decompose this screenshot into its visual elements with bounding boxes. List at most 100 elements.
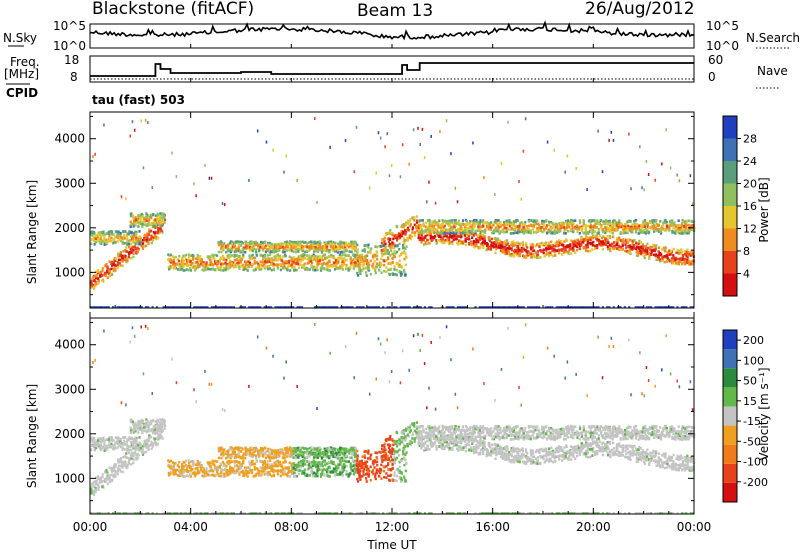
power-cell — [530, 225, 532, 228]
power-cell — [279, 255, 281, 258]
power-cell — [426, 228, 428, 231]
power-cell — [341, 263, 343, 266]
power-cell — [548, 241, 550, 244]
power-cell — [257, 129, 259, 132]
power-cell — [359, 267, 361, 270]
power-cell — [340, 245, 342, 248]
power-cell — [659, 253, 661, 256]
power-cell — [195, 261, 197, 264]
power-cell — [607, 248, 609, 251]
power-cell — [381, 249, 383, 252]
power-cell — [587, 243, 589, 246]
power-cell — [216, 254, 218, 257]
velocity-cell — [102, 473, 104, 476]
power-cell — [95, 237, 97, 240]
power-cell — [93, 232, 95, 235]
power-cell — [95, 275, 97, 278]
power-cell — [309, 268, 311, 271]
power-cell — [293, 241, 295, 244]
power-cell — [395, 237, 397, 240]
power-cell — [209, 177, 211, 180]
velocity-cell — [119, 445, 121, 448]
power-cell — [269, 247, 271, 250]
power-cell — [176, 175, 178, 178]
velocity-cell — [105, 447, 107, 450]
power-cell — [611, 131, 613, 134]
velocity-cell — [95, 481, 97, 484]
power-cell — [322, 259, 324, 262]
power-cell — [549, 251, 551, 254]
power-cell — [356, 244, 358, 247]
power-cell — [412, 226, 414, 229]
power-cell — [374, 260, 376, 263]
power-cell — [530, 219, 532, 222]
power-cell — [598, 231, 600, 234]
power-cell — [408, 163, 410, 166]
power-cell — [452, 235, 454, 238]
power-cell — [635, 230, 637, 233]
power-cell — [123, 234, 125, 237]
power-cell — [222, 255, 224, 258]
power-cell — [184, 269, 186, 272]
velocity-cell — [132, 442, 134, 445]
velocity-cell — [105, 480, 107, 483]
power-cell — [97, 280, 99, 283]
power-cell — [192, 258, 194, 261]
power-cell — [126, 243, 128, 246]
y-tick-label: 3000 — [54, 176, 85, 190]
velocity-cell — [90, 489, 92, 492]
velocity-cell — [178, 466, 180, 469]
power-cell — [527, 250, 529, 253]
power-cell — [404, 233, 406, 236]
power-cell — [312, 244, 314, 247]
power-cell — [618, 223, 620, 226]
power-cell — [314, 269, 316, 272]
power-cell — [394, 256, 396, 259]
power-cell — [130, 212, 132, 215]
power-cell — [679, 257, 681, 260]
power-cell — [108, 260, 110, 263]
power-cell — [251, 263, 253, 266]
power-cell — [342, 268, 344, 271]
power-cell — [90, 283, 92, 286]
power-cell — [178, 260, 180, 263]
power-cell — [148, 242, 150, 245]
velocity-cell — [141, 419, 143, 422]
power-cell — [605, 220, 607, 223]
power-cell — [218, 251, 220, 254]
power-cell — [134, 245, 136, 248]
power-cell — [518, 225, 520, 228]
power-cell — [116, 232, 118, 235]
power-cell — [683, 225, 685, 228]
power-cell — [594, 245, 596, 248]
power-cell — [244, 266, 246, 269]
power-cell — [103, 239, 105, 242]
power-cell — [264, 261, 266, 264]
y-tick-label: 2000 — [54, 221, 85, 235]
power-cell — [554, 232, 556, 235]
power-cell — [523, 232, 525, 235]
power-cell — [365, 259, 367, 262]
power-cell — [450, 152, 452, 155]
power-cell — [445, 229, 447, 232]
power-cell — [574, 251, 576, 254]
velocity-cell — [91, 492, 93, 495]
power-cell — [323, 268, 325, 271]
freq-left-tick-bottom: 8 — [70, 70, 78, 84]
power-cell — [273, 248, 275, 251]
power-cell — [346, 254, 348, 257]
velocity-cell — [120, 438, 122, 441]
power-cell — [264, 241, 266, 244]
power-cell — [139, 215, 141, 218]
power-cell — [570, 252, 572, 255]
power-cell — [114, 269, 116, 272]
power-cell — [525, 245, 527, 248]
power-cell — [146, 216, 148, 219]
power-cell — [609, 235, 611, 238]
power-cell — [479, 228, 481, 231]
power-cell — [102, 267, 104, 270]
power-cell — [661, 225, 663, 228]
power-cell — [503, 224, 505, 227]
